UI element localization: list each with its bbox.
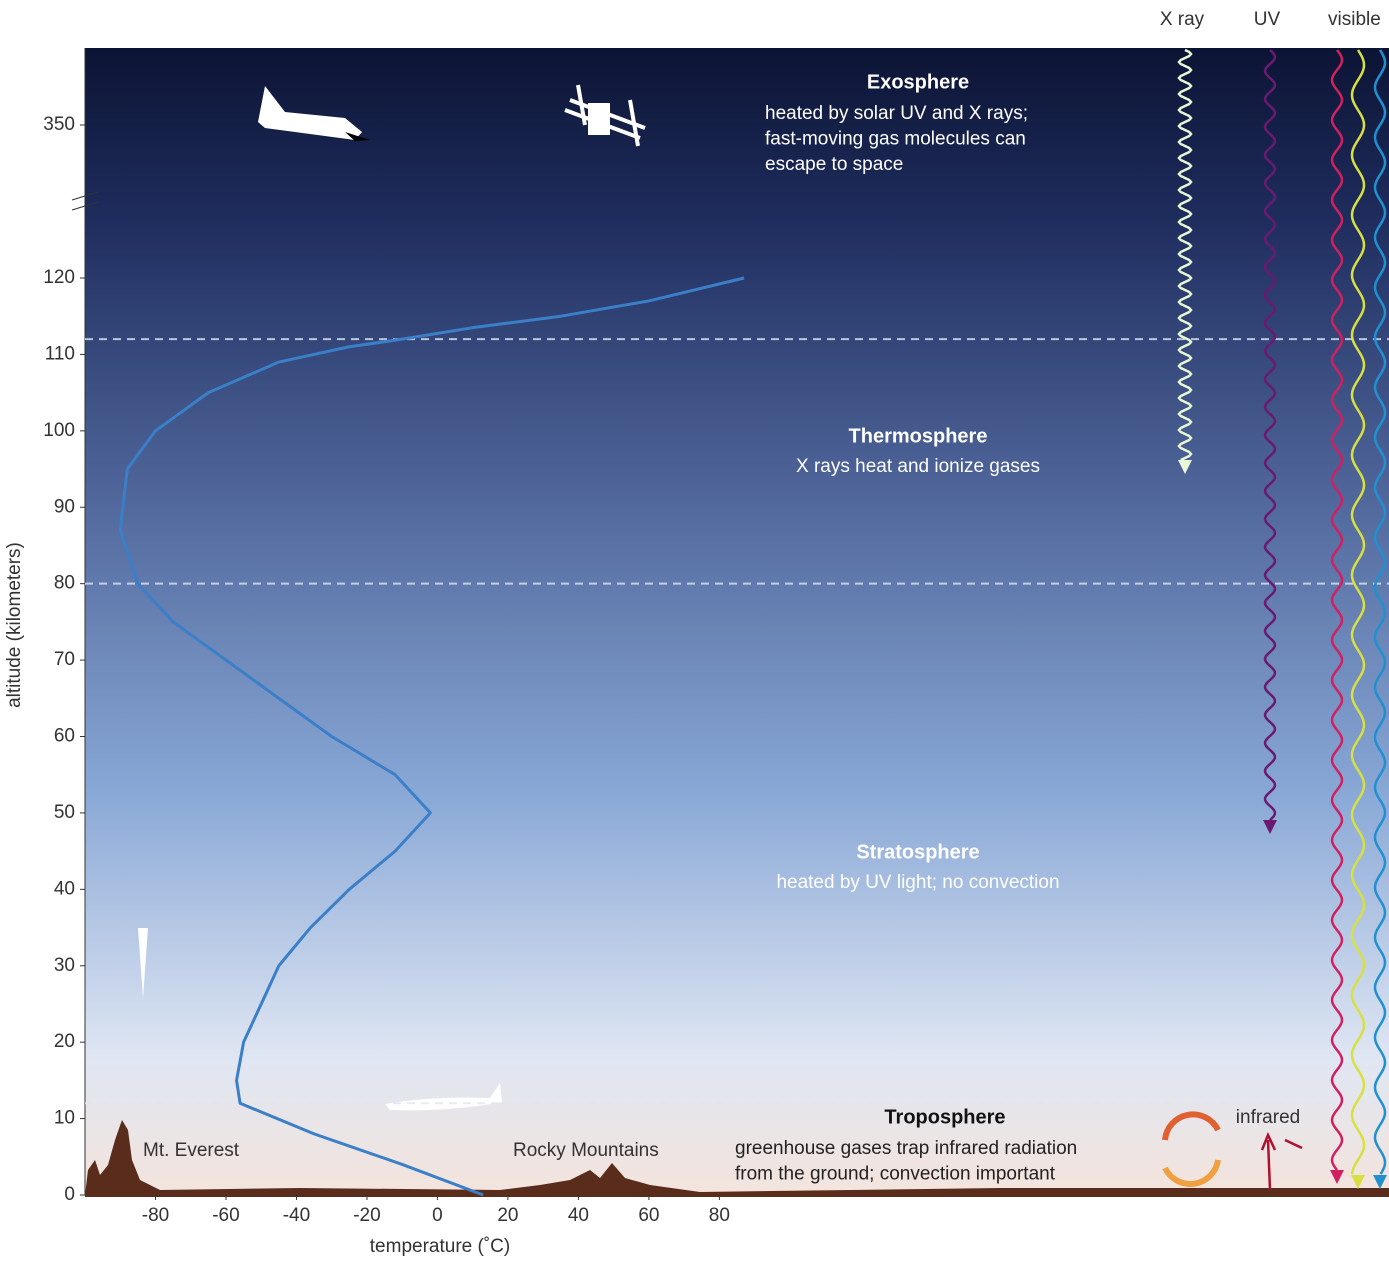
y-tick-label: 50 <box>54 802 75 823</box>
y-axis-label: altitude (kilometers) <box>4 542 25 708</box>
landmark-label: Rocky Mountains <box>513 1140 659 1161</box>
radiation-label: infrared <box>1236 1107 1300 1128</box>
y-tick-label: 0 <box>64 1184 75 1205</box>
layer-description: from the ground; convection important <box>735 1164 1056 1185</box>
y-tick-label: 60 <box>54 726 75 747</box>
balloon-icon <box>138 928 148 998</box>
infrared-arrow <box>1260 1131 1303 1191</box>
radiation-arrowhead <box>1373 1175 1387 1189</box>
x-tick-label: 60 <box>638 1205 659 1226</box>
y-tick-label: 80 <box>54 573 75 594</box>
radiation-wave <box>1177 48 1193 462</box>
layer-name: Exosphere <box>867 71 969 93</box>
radiation-wave <box>1373 49 1387 1175</box>
layer-description: X rays heat and ionize gases <box>796 456 1040 477</box>
radiation-label: X ray <box>1160 9 1205 30</box>
y-tick-label: 30 <box>54 955 75 976</box>
layer-description: fast-moving gas molecules can <box>765 129 1026 150</box>
radiation-arrowhead <box>1178 460 1192 474</box>
station-icon <box>564 84 646 147</box>
layer-name: Troposphere <box>884 1106 1005 1128</box>
layer-description: greenhouse gases trap infrared radiation <box>735 1138 1077 1159</box>
radiation-wave <box>1350 49 1366 1175</box>
radiation-label: visible <box>1328 9 1381 30</box>
x-tick-label: 20 <box>497 1205 518 1226</box>
radiation-arrowhead <box>1263 820 1277 834</box>
y-tick-label: 10 <box>54 1108 75 1129</box>
landmark-label: Mt. Everest <box>143 1140 240 1161</box>
x-tick-label: 0 <box>432 1205 443 1226</box>
x-tick-label: -80 <box>142 1205 169 1226</box>
temperature-line <box>118 276 745 1197</box>
y-tick-label: 40 <box>54 878 75 899</box>
radiation-label: UV <box>1254 9 1281 30</box>
y-tick-label: 110 <box>45 343 75 364</box>
y-tick-label: 70 <box>54 649 75 670</box>
y-tick-label: 100 <box>43 420 75 441</box>
radiation-wave <box>1263 49 1277 821</box>
layer-description: heated by solar UV and X rays; <box>765 103 1028 124</box>
x-tick-label: 40 <box>568 1205 589 1226</box>
x-tick-label: -60 <box>212 1205 239 1226</box>
shuttle-icon <box>345 132 370 141</box>
shuttle-icon <box>258 86 362 140</box>
convection-icon <box>1162 1111 1221 1187</box>
radiation-arrowhead <box>1330 1170 1344 1184</box>
layer-name: Stratosphere <box>856 841 979 863</box>
sky-background <box>85 48 1389 1195</box>
y-tick-label: 20 <box>54 1031 75 1052</box>
radiation-wave <box>1330 49 1344 1171</box>
layer-description: heated by UV light; no convection <box>776 872 1059 893</box>
terrain <box>85 1120 1389 1197</box>
y-tick-label: 350 <box>43 114 75 135</box>
y-tick-label: 120 <box>43 267 75 288</box>
x-tick-label: -20 <box>353 1205 380 1226</box>
layer-description: escape to space <box>765 154 903 175</box>
layer-name: Thermosphere <box>849 425 988 447</box>
x-axis-label: temperature (˚C) <box>370 1236 510 1256</box>
x-tick-label: -40 <box>283 1205 310 1226</box>
radiation-arrowhead <box>1351 1175 1365 1189</box>
y-tick-label: 90 <box>54 496 75 517</box>
x-tick-label: 80 <box>709 1205 730 1226</box>
